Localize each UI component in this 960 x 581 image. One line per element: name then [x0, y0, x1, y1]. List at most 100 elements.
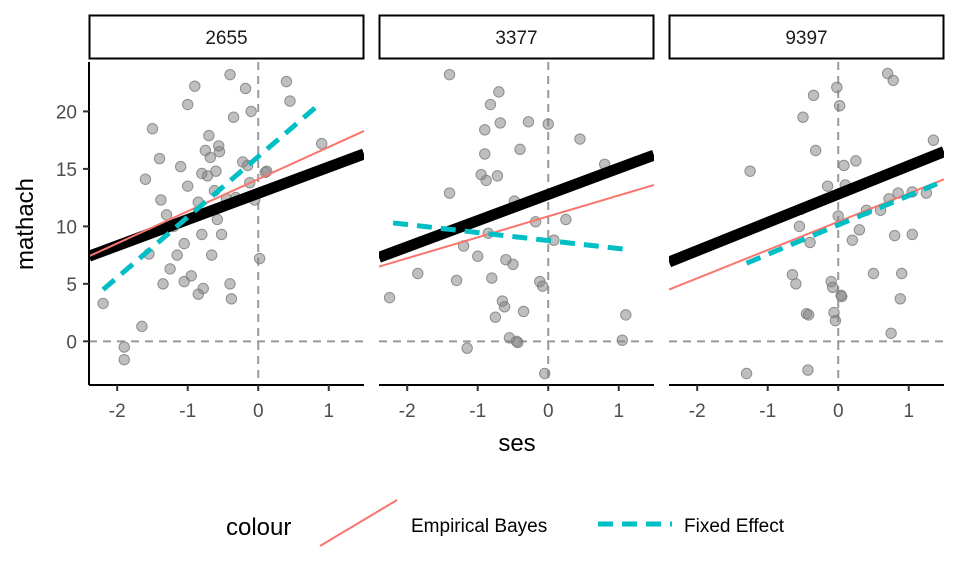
data-point — [239, 82, 252, 95]
facet-strip-label: 9397 — [785, 28, 827, 49]
data-point — [211, 213, 224, 226]
data-point — [887, 74, 899, 87]
data-point — [486, 272, 498, 284]
data-point — [846, 234, 859, 246]
data-point — [867, 267, 880, 280]
data-point — [139, 173, 152, 185]
data-point — [461, 342, 473, 354]
data-point — [253, 252, 266, 265]
data-point — [484, 98, 497, 111]
data-point — [204, 151, 216, 164]
data-point — [224, 68, 236, 81]
data-point — [833, 99, 846, 112]
data-point — [885, 327, 897, 339]
data-point — [560, 213, 572, 226]
panel-9397: 9397 -2 -1 0 1 — [668, 14, 945, 422]
data-point — [489, 311, 502, 323]
data-point — [790, 278, 802, 290]
x-tick-label: -2 — [399, 401, 416, 422]
data-point — [225, 293, 238, 305]
data-point — [804, 236, 816, 249]
panel-plot-area — [379, 62, 654, 385]
x-tick-label: 1 — [903, 401, 914, 422]
data-point — [829, 314, 842, 327]
empirical-bayes-line — [379, 184, 654, 268]
facet-strip — [378, 14, 655, 60]
data-point — [838, 159, 850, 172]
data-point — [620, 309, 632, 321]
y-axis-title: mathach — [12, 178, 39, 270]
data-point — [888, 229, 901, 242]
data-point — [574, 133, 586, 145]
overall-fit-line — [379, 149, 654, 263]
data-point — [850, 155, 862, 167]
data-point — [383, 291, 396, 304]
empirical-bayes-line — [669, 178, 944, 291]
data-point — [146, 122, 159, 135]
data-point — [536, 280, 549, 292]
data-point — [210, 165, 222, 177]
data-point — [164, 263, 176, 275]
data-point — [927, 134, 940, 146]
data-point — [118, 341, 130, 353]
data-point — [740, 367, 753, 380]
data-point — [616, 334, 628, 346]
data-point — [895, 267, 908, 280]
data-point — [821, 180, 834, 192]
x-tick-label: 1 — [323, 401, 334, 422]
facet-strip-label: 3377 — [495, 28, 537, 49]
x-tick-label: -2 — [689, 401, 706, 422]
data-point — [153, 152, 166, 165]
y-tick-label: 20 — [56, 102, 77, 123]
facet-strip-label: 2655 — [205, 28, 247, 49]
data-point — [479, 124, 491, 136]
data-point — [797, 111, 809, 123]
fixed-effect-line — [745, 181, 938, 266]
data-point — [182, 180, 194, 192]
panel-3377: 3377 -2 -1 0 1 — [378, 14, 655, 422]
data-point — [807, 89, 820, 102]
x-tick-label: 0 — [253, 401, 264, 422]
data-point — [280, 75, 293, 88]
data-point — [197, 282, 209, 295]
x-tick-label: -2 — [109, 401, 126, 422]
data-point — [443, 68, 456, 81]
empirical-bayes-line — [89, 130, 364, 258]
data-point — [836, 290, 848, 303]
panel-plot-area — [89, 62, 364, 385]
data-point — [480, 174, 492, 187]
data-point — [802, 309, 815, 321]
panel-plot-area — [669, 62, 944, 385]
legend-key-empirical-bayes — [319, 499, 398, 547]
y-tick-label: 0 — [66, 332, 77, 353]
data-point — [412, 267, 424, 280]
data-point — [493, 86, 505, 98]
data-point — [494, 117, 506, 129]
data-point — [213, 145, 226, 158]
data-point — [514, 143, 526, 156]
data-point — [793, 220, 806, 233]
data-point — [522, 116, 535, 128]
y-tick-label: 15 — [56, 160, 77, 181]
data-point — [174, 160, 187, 173]
x-tick-label: 0 — [833, 401, 844, 422]
data-point — [157, 278, 169, 290]
data-point — [450, 274, 463, 287]
overall-fit-line — [89, 148, 364, 262]
legend-label-empirical-bayes: Empirical Bayes — [411, 516, 547, 537]
legend: colour Empirical Bayes Fixed Effect — [226, 499, 785, 547]
data-point — [826, 281, 839, 293]
data-point — [136, 320, 148, 333]
data-point — [472, 250, 484, 262]
data-point — [118, 354, 130, 366]
data-point — [744, 165, 756, 177]
data-point — [245, 105, 257, 118]
data-point — [178, 237, 190, 250]
data-point — [227, 111, 240, 123]
data-point — [205, 249, 218, 261]
data-point — [443, 187, 456, 199]
